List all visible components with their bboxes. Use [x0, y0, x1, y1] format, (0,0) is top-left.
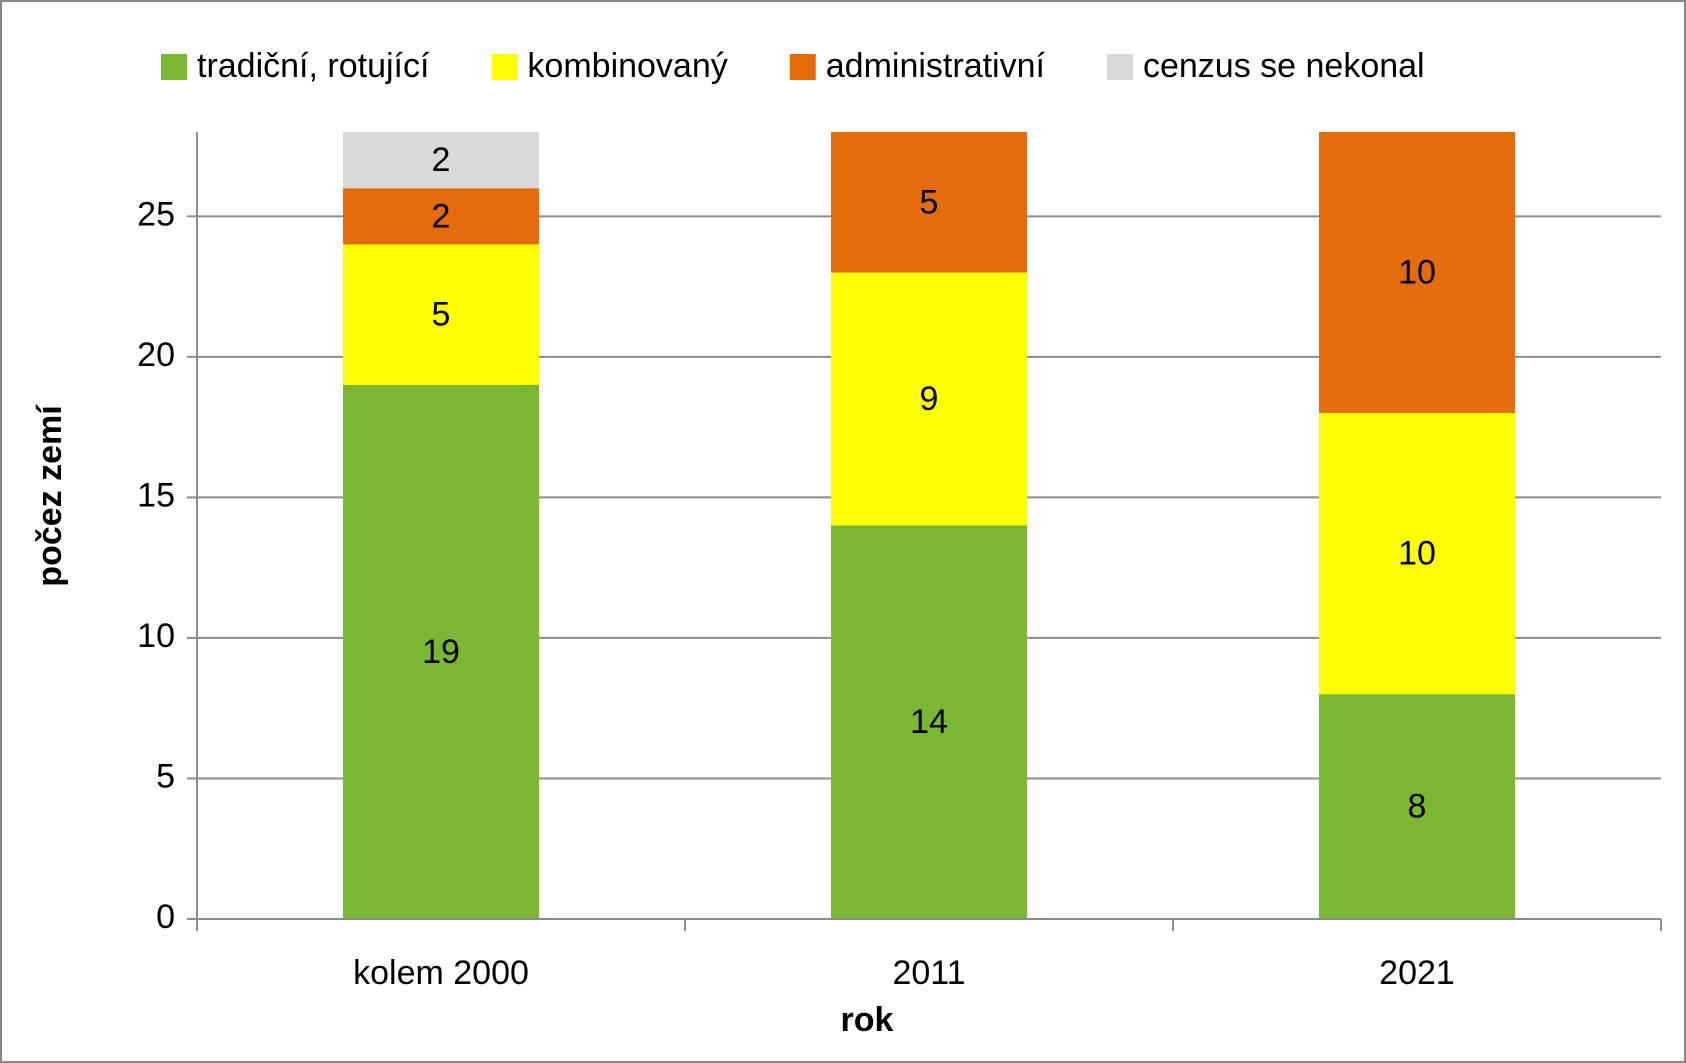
- data-label: 5: [920, 183, 939, 221]
- legend-swatch: [491, 54, 518, 80]
- bar-segment: [1319, 413, 1515, 695]
- data-label: 19: [422, 633, 460, 671]
- y-tick-label: 10: [137, 617, 175, 655]
- data-label: 8: [1408, 788, 1427, 826]
- data-label: 10: [1398, 535, 1436, 573]
- x-tick-label: 2021: [1379, 954, 1455, 992]
- bar-segment: [343, 132, 539, 189]
- data-label: 9: [920, 380, 939, 418]
- y-tick-label: 25: [137, 195, 175, 233]
- legend-label: tradiční, rotující: [197, 47, 430, 85]
- bar-segment: [343, 188, 539, 245]
- y-tick-label: 15: [137, 476, 175, 514]
- data-label: 5: [432, 296, 451, 334]
- x-tick-label: 2011: [892, 954, 965, 992]
- bar-segment: [831, 525, 1027, 919]
- bar-segment: [831, 132, 1027, 273]
- legend-swatch: [161, 54, 187, 80]
- legend-label: kombinovaný: [527, 47, 727, 85]
- bar-segment: [1319, 132, 1515, 414]
- y-axis-label: počez zemí: [31, 404, 69, 587]
- legend-label: administrativní: [826, 47, 1046, 85]
- y-tick-label: 0: [156, 898, 175, 936]
- legend-swatch: [789, 54, 816, 80]
- bar-segment: [1319, 694, 1515, 919]
- data-label: 2: [432, 197, 451, 235]
- y-tick-label: 20: [137, 336, 175, 374]
- data-label: 14: [910, 703, 948, 741]
- data-label: 2: [432, 141, 451, 179]
- data-label: 10: [1398, 254, 1436, 292]
- y-tick-label: 5: [156, 757, 175, 795]
- x-tick-label: kolem 2000: [353, 954, 529, 992]
- bar-segment: [343, 244, 539, 385]
- bar-segment: [343, 384, 539, 919]
- bar-segment: [831, 272, 1027, 526]
- legend-label: cenzus se nekonal: [1143, 47, 1425, 85]
- legend-swatch: [1106, 54, 1133, 80]
- x-axis-label: rok: [841, 1001, 894, 1039]
